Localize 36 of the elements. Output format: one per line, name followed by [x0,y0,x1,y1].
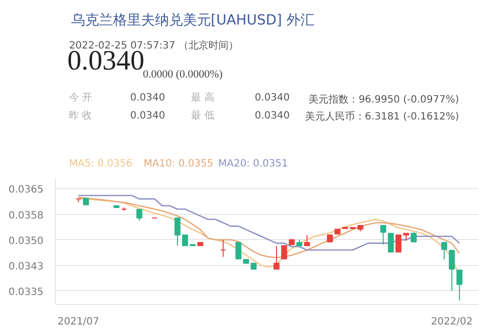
candlestick [136,208,142,222]
text: 0.0340 [254,92,290,104]
text: 最 高 [191,92,214,104]
chart-title: 乌克兰格里夫纳兑美元[UAHUSD] 外汇 [70,12,314,28]
text: MA5: 0.0356 [69,158,132,170]
y-tick-label: 0.0335 [8,286,44,298]
candlestick [448,250,455,292]
text: 美元人民币：6.3181 (-0.1612%) [304,110,460,122]
candlestick [456,270,462,301]
candlestick [174,218,180,246]
text: 昨 收 [69,110,92,122]
text: 今 开 [69,92,92,104]
candlestick [380,224,386,246]
text: 0.0340 [254,110,290,122]
text: 0.0000 (0.0000%) [142,68,223,80]
candlestick [388,232,394,253]
text: MA10: 0.0355 [144,158,214,170]
y-tick-label: 0.0343 [8,261,44,272]
y-tick-label: 0.0365 [8,184,44,196]
y-tick-label: 0.0358 [8,210,44,222]
candlestick [395,234,402,253]
x-tick-label: 2021/07 [58,316,100,328]
text: MA20: 0.0351 [218,158,288,170]
candlestick [441,242,448,260]
y-tick-label: 0.0350 [8,236,44,247]
candlestick [235,242,242,260]
text: 0.0340 [130,92,166,104]
text: 最 低 [191,110,214,122]
x-tick-label: 2022/02 [431,316,473,328]
candlestick [274,246,280,270]
candlestick [281,245,288,260]
text: 美元指数：96.9950 (-0.0977%) [308,94,460,106]
candlestick [220,239,226,258]
candlestick [304,234,310,246]
candlestick [410,232,417,242]
text: 0.0340 [130,110,166,122]
